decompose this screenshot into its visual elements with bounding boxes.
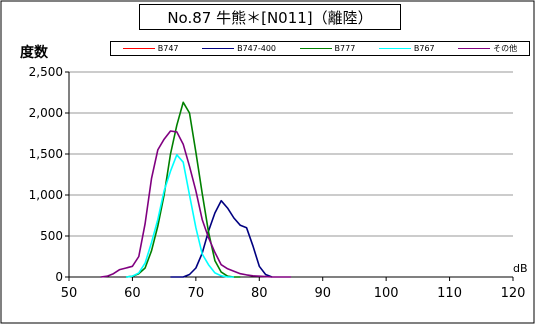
x-tick-label: 90 [314,286,331,301]
legend-label: B777 [334,44,356,53]
x-tick-label: 50 [61,286,78,301]
y-tick-label: 2,500 [29,65,63,79]
legend-swatch [202,48,235,49]
x-tick-label: 70 [188,286,205,301]
y-tick-label: 0 [55,270,63,284]
series-line-b777 [125,101,241,278]
y-tick-label: 1,000 [29,188,63,202]
legend-item: B747-400 [202,44,276,53]
series-line-b767 [125,154,234,278]
legend-label: B747 [157,44,179,53]
legend-swatch [378,48,411,49]
x-tick-label: 110 [437,286,462,301]
legend-label: B767 [413,44,435,53]
x-tick-label: 80 [251,286,268,301]
x-tick-label: 120 [501,286,526,301]
legend-item: その他 [458,43,517,54]
legend-swatch [122,48,155,49]
x-axis-unit: dB [513,262,528,275]
y-tick-label: 1,500 [29,147,63,161]
series-line-- [100,130,291,278]
legend: B747 B747-400 B777 B767 その他 [110,41,530,56]
legend-label: B747-400 [237,44,276,53]
chart-title: No.87 牛熊＊[N011]（離陸） [167,8,373,27]
legend-item: B767 [378,44,435,53]
y-tick-label: 2,000 [29,106,63,120]
legend-item: B777 [299,44,356,53]
chart-title-box: No.87 牛熊＊[N011]（離陸） [139,4,401,30]
legend-label: その他 [493,44,518,53]
legend-swatch [299,48,332,49]
x-tick-label: 100 [374,286,399,301]
y-axis-label: 度数 [20,45,48,61]
x-tick-label: 60 [124,286,141,301]
y-tick-label: 500 [40,229,63,243]
legend-item: B747 [122,44,179,53]
legend-swatch [458,48,491,49]
series-line-b747-400 [170,199,273,278]
